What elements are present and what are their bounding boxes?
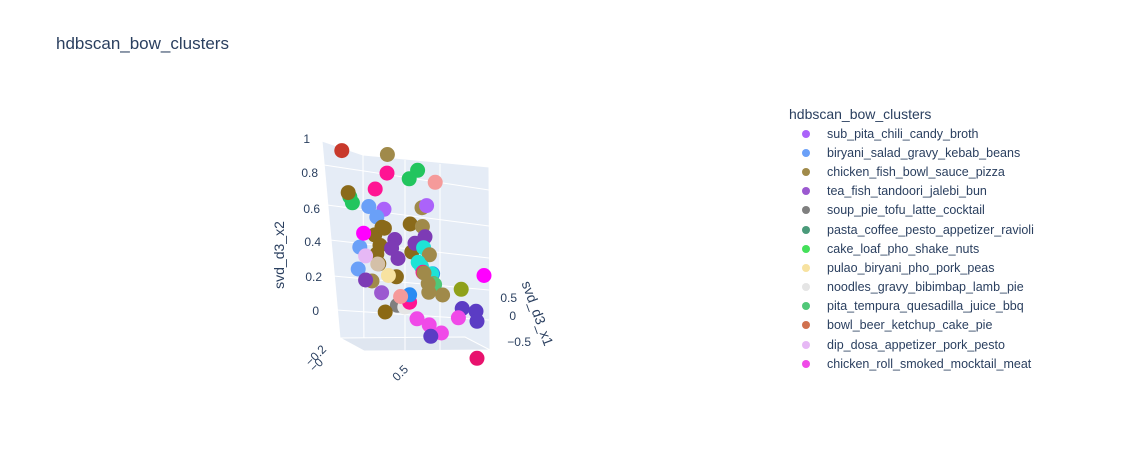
- legend-marker: [802, 321, 810, 330]
- legend-label: noodles_gravy_bibimbap_lamb_pie: [827, 280, 1024, 295]
- data-point[interactable]: [423, 328, 439, 344]
- legend-item[interactable]: cake_loaf_pho_shake_nuts: [789, 239, 1034, 258]
- legend-label: soup_pie_tofu_latte_cocktail: [827, 203, 985, 218]
- tick-label: 0.6: [303, 202, 320, 216]
- data-point[interactable]: [367, 181, 383, 197]
- legend-marker: [802, 244, 810, 253]
- legend-marker: [802, 340, 810, 349]
- legend-item[interactable]: noodles_gravy_bibimbap_lamb_pie: [789, 278, 1034, 297]
- legend-label: chicken_fish_bowl_sauce_pizza: [827, 164, 1005, 179]
- legend-title: hdbscan_bow_clusters: [789, 106, 932, 122]
- data-point[interactable]: [435, 287, 451, 303]
- data-point[interactable]: [350, 261, 366, 277]
- legend-item[interactable]: chicken_fish_bowl_sauce_pizza: [789, 162, 1034, 181]
- data-point[interactable]: [401, 171, 417, 187]
- legend-marker: [802, 167, 810, 176]
- legend-label: biryani_salad_gravy_kebab_beans: [827, 145, 1021, 160]
- data-point[interactable]: [384, 240, 400, 256]
- tick-label: −0.5: [507, 335, 531, 349]
- tick-label: 1: [303, 132, 310, 146]
- data-point[interactable]: [370, 256, 386, 272]
- data-point[interactable]: [421, 284, 437, 300]
- legend-marker: [802, 302, 810, 311]
- legend-marker: [802, 187, 810, 196]
- legend: hdbscan_bow_clusters sub_pita_chili_cand…: [789, 104, 1034, 373]
- data-point[interactable]: [358, 248, 374, 264]
- tick-label: 0.4: [304, 235, 321, 249]
- data-point[interactable]: [419, 198, 435, 214]
- data-point[interactable]: [376, 220, 392, 236]
- data-point[interactable]: [340, 185, 356, 201]
- legend-label: pulao_biryani_pho_pork_peas: [827, 260, 995, 275]
- legend-item[interactable]: sub_pita_chili_candy_broth: [789, 124, 1034, 143]
- data-point[interactable]: [450, 310, 466, 326]
- data-point[interactable]: [469, 313, 485, 329]
- legend-item[interactable]: pasta_coffee_pesto_appetizer_ravioli: [789, 220, 1034, 239]
- data-point[interactable]: [476, 268, 492, 283]
- legend-label: cake_loaf_pho_shake_nuts: [827, 241, 980, 256]
- legend-label: pasta_coffee_pesto_appetizer_ravioli: [827, 222, 1034, 237]
- legend-item[interactable]: pita_tempura_quesadilla_juice_bbq: [789, 297, 1034, 316]
- tick-label: 0.5: [389, 362, 411, 384]
- data-point[interactable]: [377, 304, 393, 320]
- legend-marker: [802, 206, 810, 215]
- data-point[interactable]: [334, 143, 350, 159]
- data-point[interactable]: [393, 289, 409, 304]
- legend-item[interactable]: biryani_salad_gravy_kebab_beans: [789, 143, 1034, 162]
- legend-item[interactable]: soup_pie_tofu_latte_cocktail: [789, 201, 1034, 220]
- data-point[interactable]: [356, 225, 372, 241]
- legend-marker: [802, 148, 810, 157]
- data-point[interactable]: [379, 165, 395, 181]
- data-point[interactable]: [427, 174, 443, 190]
- legend-item[interactable]: bowl_beer_ketchup_cake_pie: [789, 316, 1034, 335]
- legend-marker: [802, 283, 810, 292]
- tick-label: 0.5: [500, 291, 517, 305]
- tick-label: 0: [312, 304, 319, 318]
- z-axis-title: svd_d3_x2: [271, 221, 287, 289]
- tick-label: 0: [509, 309, 516, 323]
- data-point[interactable]: [380, 268, 396, 283]
- floor-pane: [339, 336, 491, 352]
- legend-item[interactable]: dip_dosa_appetizer_pork_pesto: [789, 335, 1034, 354]
- legend-item[interactable]: tea_fish_tandoori_jalebi_bun: [789, 182, 1034, 201]
- legend-label: bowl_beer_ketchup_cake_pie: [827, 318, 993, 333]
- tick-label: 0.8: [301, 166, 318, 180]
- legend-label: tea_fish_tandoori_jalebi_bun: [827, 184, 987, 199]
- legend-label: chicken_roll_smoked_mocktail_meat: [827, 356, 1032, 371]
- data-point[interactable]: [417, 229, 433, 245]
- data-point[interactable]: [421, 317, 437, 333]
- data-point[interactable]: [453, 281, 469, 297]
- legend-marker: [802, 359, 810, 368]
- legend-label: pita_tempura_quesadilla_juice_bbq: [827, 299, 1024, 314]
- legend-item[interactable]: chicken_roll_smoked_mocktail_meat: [789, 354, 1034, 373]
- data-point[interactable]: [374, 285, 390, 301]
- data-point[interactable]: [409, 311, 425, 327]
- legend-label: dip_dosa_appetizer_pork_pesto: [827, 337, 1005, 352]
- data-point[interactable]: [379, 147, 395, 162]
- legend-label: sub_pita_chili_candy_broth: [827, 126, 979, 141]
- data-point[interactable]: [469, 350, 485, 366]
- legend-marker: [802, 225, 810, 234]
- legend-item[interactable]: pulao_biryani_pho_pork_peas: [789, 258, 1034, 277]
- data-point[interactable]: [358, 272, 374, 288]
- data-point[interactable]: [361, 199, 377, 214]
- data-point[interactable]: [402, 216, 418, 232]
- legend-marker: [802, 263, 810, 272]
- legend-marker: [802, 129, 810, 138]
- tick-label: 0.2: [305, 270, 322, 284]
- data-point[interactable]: [421, 247, 437, 263]
- chart-title: hdbscan_bow_clusters: [56, 34, 229, 53]
